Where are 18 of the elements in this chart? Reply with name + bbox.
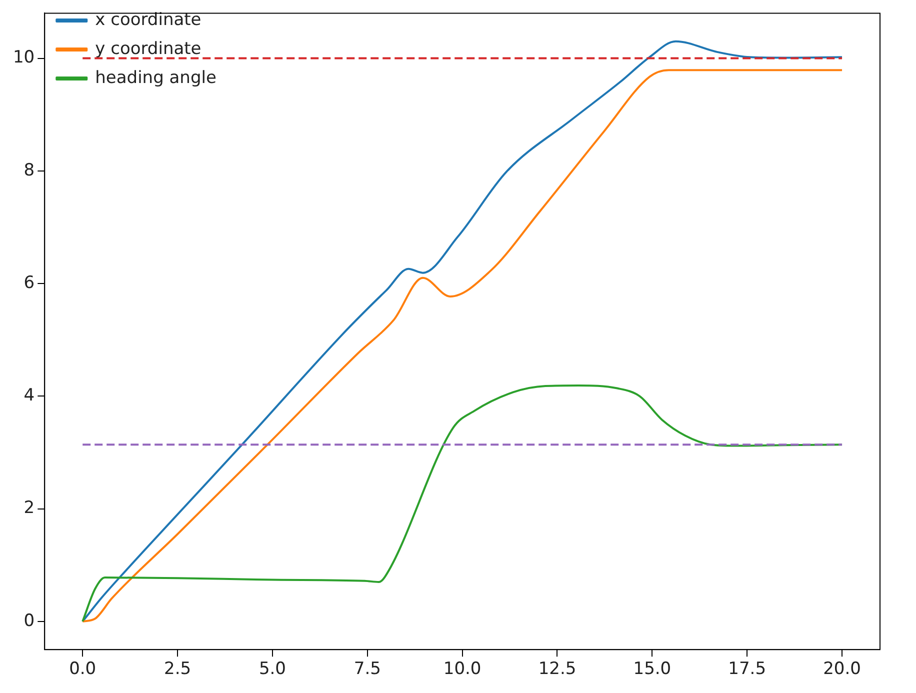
y-tick-label: 6 [24, 272, 35, 293]
x-tick-label: 7.5 [354, 659, 381, 680]
legend-label: heading angle [95, 68, 216, 88]
x-tick-label: 15.0 [633, 659, 672, 680]
y-tick-label: 4 [24, 386, 35, 406]
x-tick-label: 0.0 [69, 659, 96, 680]
x-tick-label: 17.5 [728, 659, 766, 680]
x-tick-label: 12.5 [538, 659, 576, 680]
y-tick-label: 8 [24, 160, 35, 180]
y-tick-label: 10 [12, 48, 35, 68]
x-tick-label: 5.0 [258, 659, 286, 680]
y-tick-label: 0 [24, 610, 35, 631]
x-tick-label: 2.5 [164, 659, 192, 680]
legend-label: x coordinate [95, 10, 202, 30]
x-tick-label: 20.0 [823, 659, 861, 680]
y-tick-label: 2 [24, 498, 35, 518]
x-tick-label: 10.0 [443, 659, 482, 680]
legend-label: y coordinate [95, 38, 202, 59]
